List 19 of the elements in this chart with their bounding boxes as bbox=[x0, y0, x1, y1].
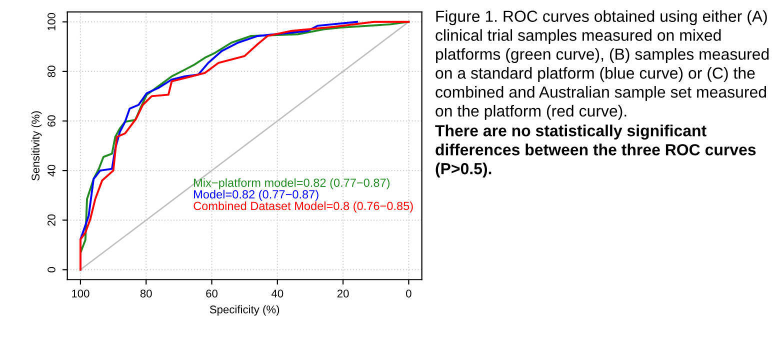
x-tick-label: 20 bbox=[337, 290, 349, 298]
x-axis-title: Specificity (%) bbox=[210, 305, 280, 316]
text: Mix−platform model=0.82 (0.77−0.87) bbox=[194, 178, 390, 190]
y-tick-label: 80 bbox=[48, 66, 56, 78]
x-tick-label: 60 bbox=[206, 290, 218, 298]
text: There are no statistically significant differences between the three ROC curves (P>0.5). bbox=[435, 124, 756, 178]
y-tick-label: 20 bbox=[48, 214, 56, 226]
text: Combined Dataset Model=0.8 (0.76−0.85) bbox=[194, 201, 413, 212]
y-tick-label: 40 bbox=[48, 164, 56, 176]
x-tick-label: 100 bbox=[72, 290, 90, 298]
y-tick-label: 100 bbox=[48, 13, 56, 30]
y-tick-label: 0 bbox=[48, 267, 56, 272]
text: Model=0.82 (0.77−0.87) bbox=[194, 190, 318, 201]
x-tick-label: 40 bbox=[271, 290, 284, 298]
x-tick-label: 0 bbox=[406, 290, 412, 298]
y-axis-title: Sensitivity (%) bbox=[31, 111, 42, 180]
y-tick-label: 60 bbox=[48, 115, 56, 127]
x-tick-label: 80 bbox=[140, 290, 152, 298]
caption: Figure 1. ROC curves obtained using either (A) clinical trial samples measured on mixed platforms (green curve), (B) samples measured on a standard platform (blue curve) or (C) the combined and Australian sample set measured on the platform (red curve). bbox=[436, 10, 769, 120]
